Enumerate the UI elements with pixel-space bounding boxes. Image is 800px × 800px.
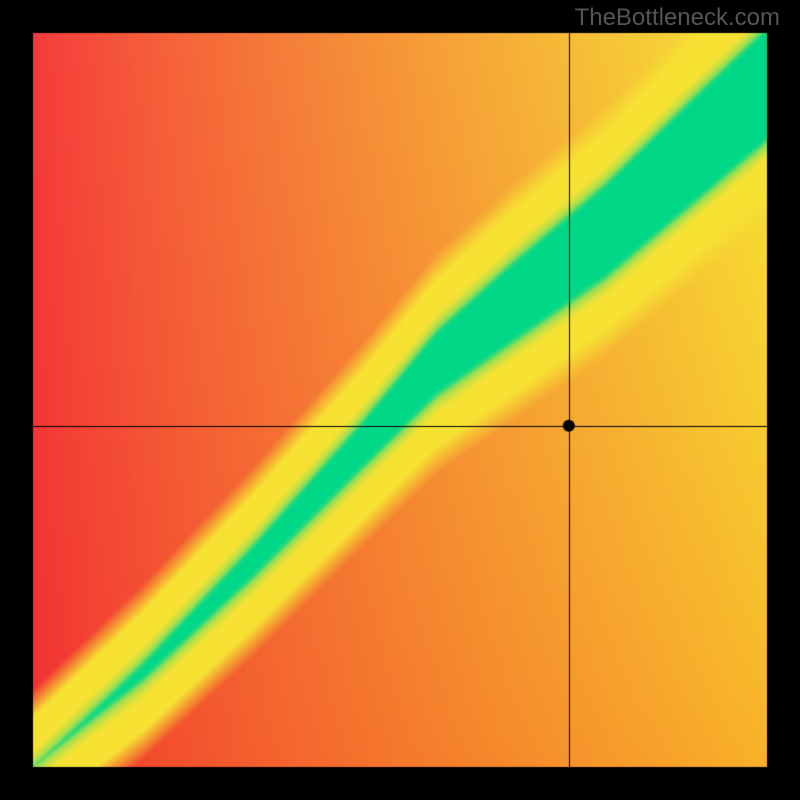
watermark-text: TheBottleneck.com [575,4,780,32]
bottleneck-heatmap [0,0,800,800]
